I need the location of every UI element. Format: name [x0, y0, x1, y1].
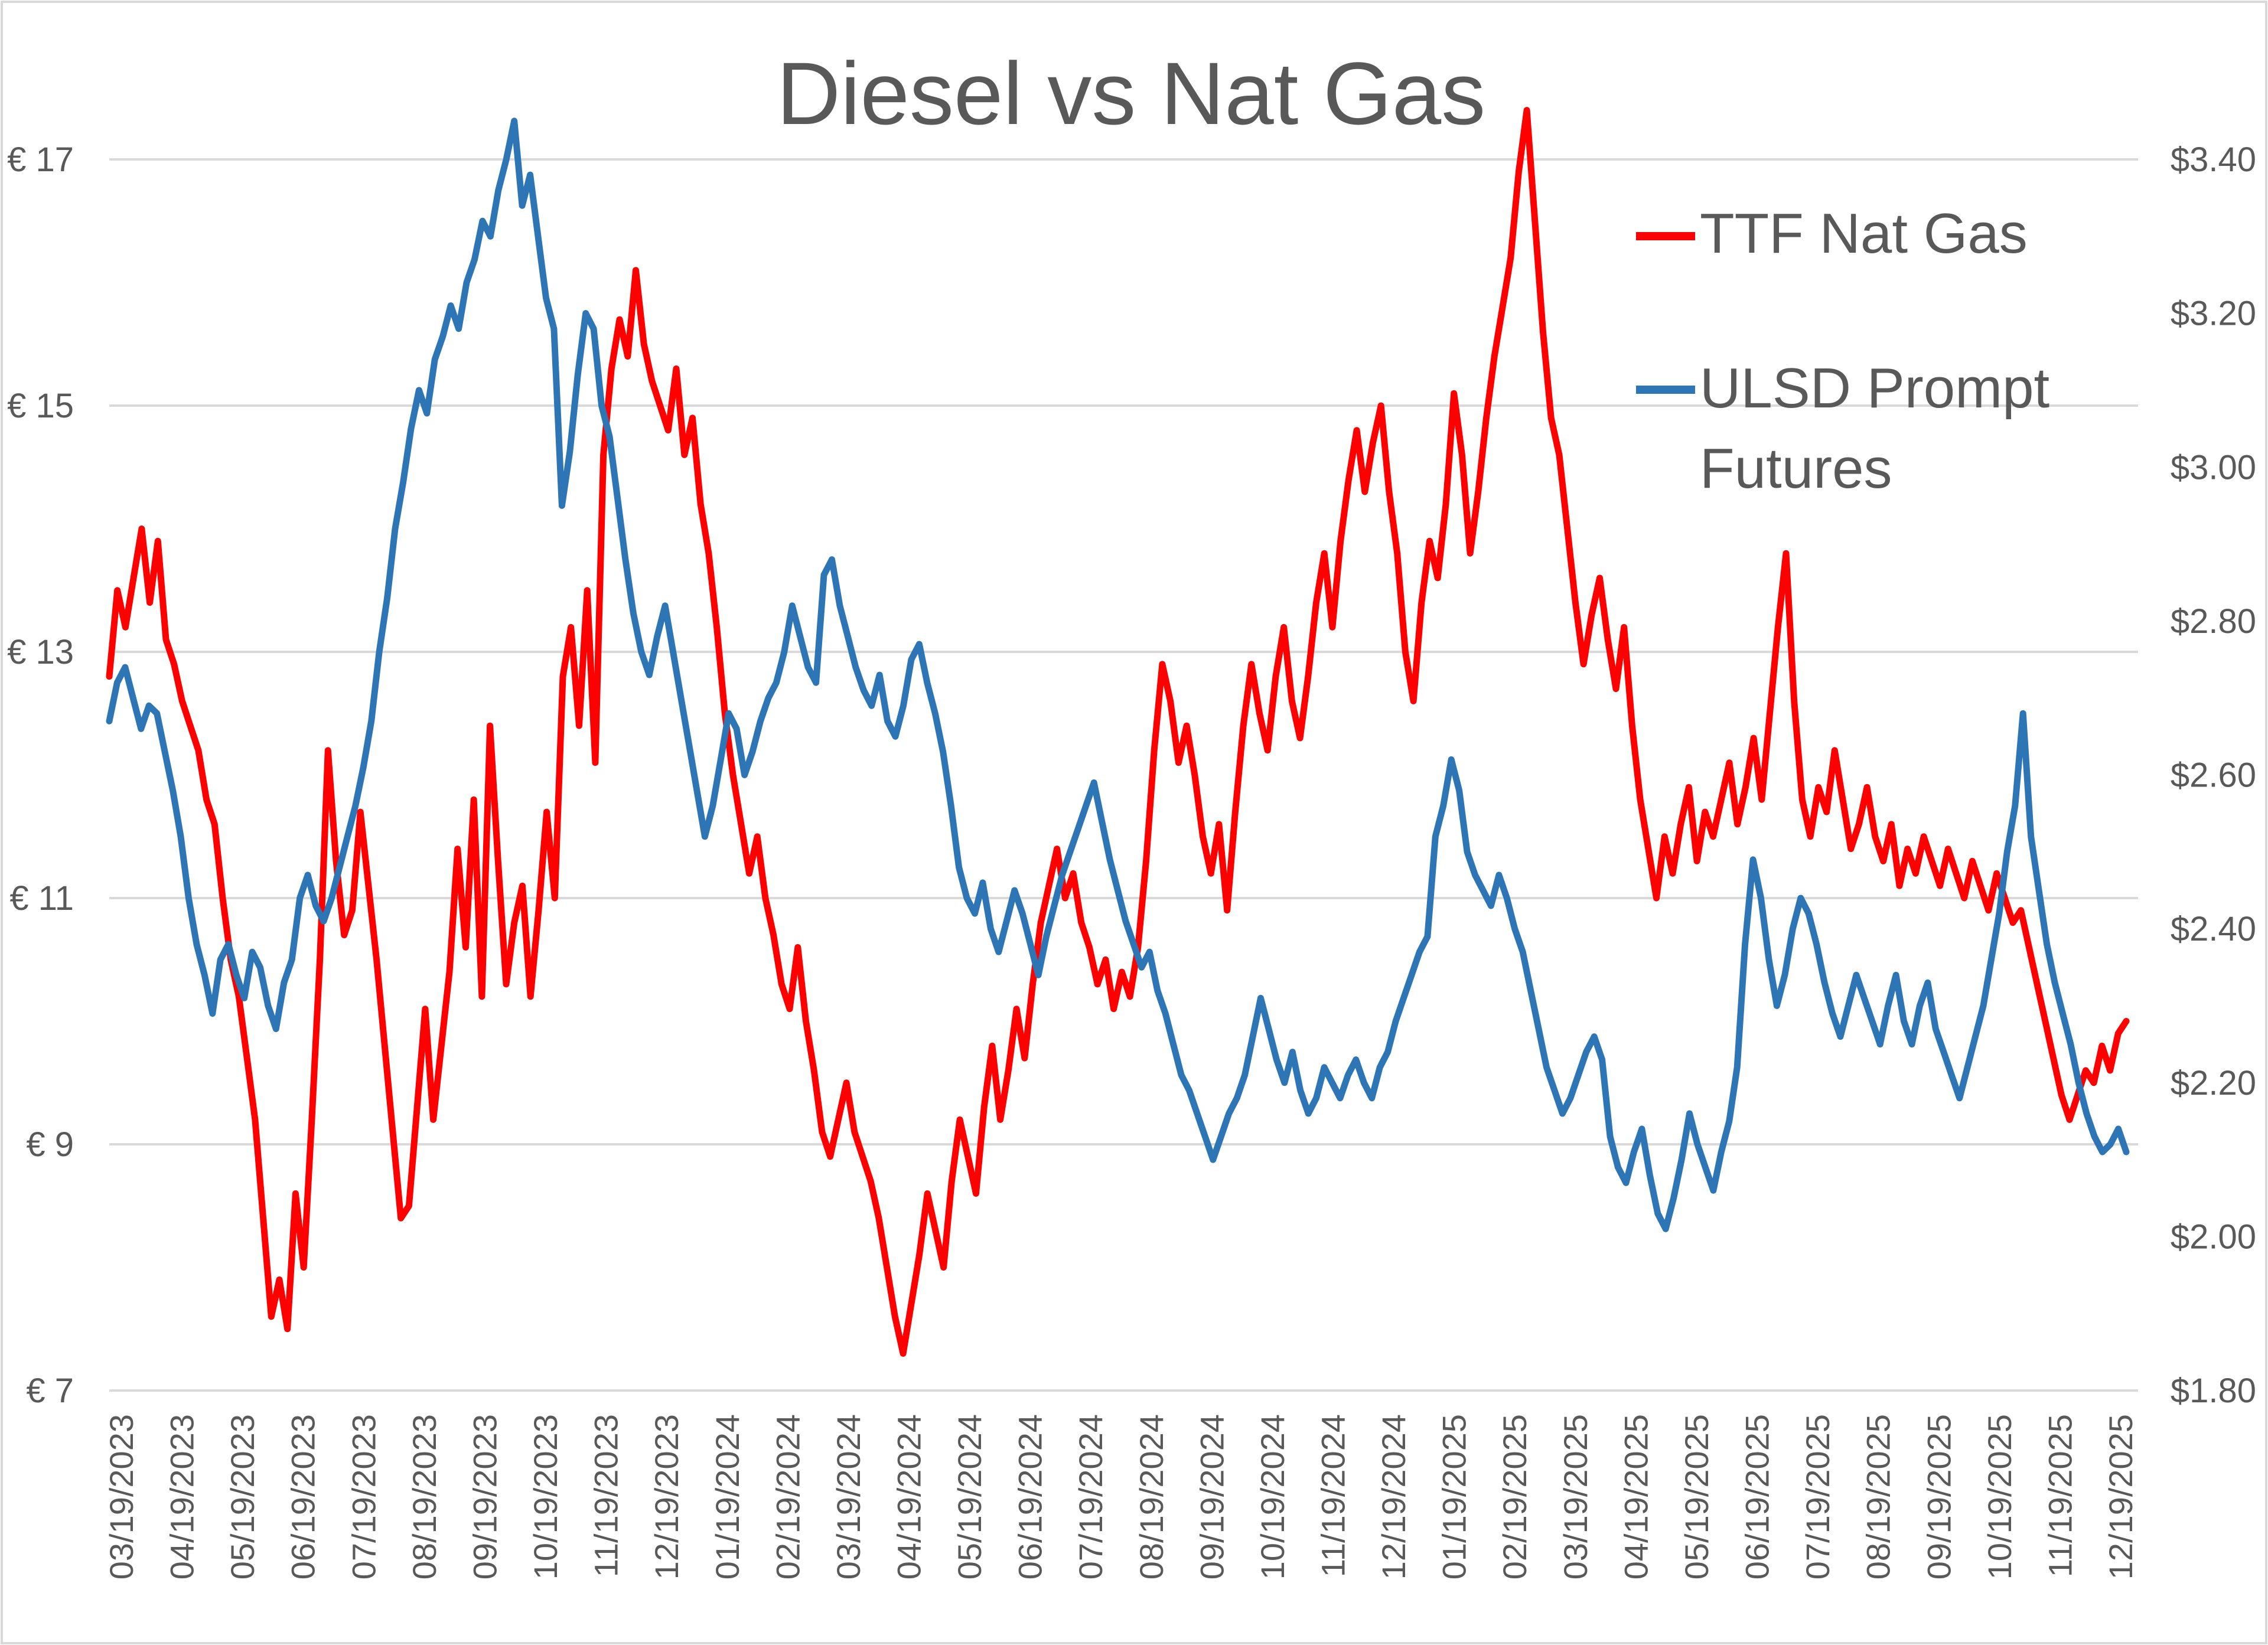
y-axis-right-labels: $1.80 $2.00 $2.20 $2.40 $2.60 $2.80 $3.00 $3.20…	[2171, 141, 2256, 1410]
legend-label-ulsd-line1: ULSD Prompt	[1700, 357, 2049, 420]
legend-label-ulsd: ULSD Prompt Futures	[1700, 357, 2065, 500]
x-tick-label: 08/19/2023	[406, 1414, 443, 1579]
x-tick-label: 06/19/2024	[1012, 1414, 1049, 1579]
x-tick-label: 11/19/2025	[2041, 1414, 2078, 1577]
x-tick-label: 05/19/2023	[224, 1414, 261, 1579]
x-tick-label: 04/19/2024	[890, 1414, 927, 1579]
x-tick-label: 01/19/2025	[1436, 1414, 1473, 1579]
y-left-tick-label: € 17	[7, 141, 74, 179]
x-tick-label: 10/19/2023	[527, 1414, 564, 1579]
x-tick-label: 11/19/2023	[588, 1414, 625, 1577]
x-tick-label: 05/19/2024	[951, 1414, 988, 1579]
x-tick-label: 08/19/2025	[1860, 1414, 1897, 1579]
x-tick-label: 07/19/2024	[1072, 1414, 1109, 1579]
x-tick-label: 08/19/2024	[1133, 1414, 1170, 1579]
x-tick-label: 03/19/2025	[1557, 1414, 1594, 1579]
x-tick-label: 09/19/2024	[1193, 1414, 1230, 1579]
x-tick-label: 06/19/2023	[285, 1414, 322, 1579]
y-right-tick-label: $3.20	[2171, 295, 2256, 333]
x-tick-label: 02/19/2024	[769, 1414, 806, 1579]
y-right-tick-label: $2.40	[2171, 910, 2256, 948]
x-tick-label: 07/19/2025	[1799, 1414, 1836, 1579]
x-tick-label: 10/19/2025	[1981, 1414, 2018, 1579]
y-right-tick-label: $2.60	[2171, 756, 2256, 795]
y-right-tick-label: $2.20	[2171, 1064, 2256, 1102]
y-left-tick-label: € 9	[26, 1125, 74, 1164]
legend-label-ulsd-line2: Futures	[1700, 437, 1892, 500]
x-tick-label: 12/19/2023	[648, 1414, 685, 1579]
y-left-tick-label: € 13	[7, 633, 74, 671]
legend-label-ttf: TTF Nat Gas	[1700, 202, 2028, 265]
x-tick-label: 03/19/2024	[830, 1414, 867, 1579]
x-tick-label: 12/19/2024	[1375, 1414, 1412, 1579]
x-axis-labels: 03/19/2023 04/19/2023 05/19/2023 06/19/2023…	[103, 1414, 2139, 1579]
x-tick-label: 02/19/2025	[1496, 1414, 1533, 1579]
y-right-tick-label: $2.00	[2171, 1218, 2256, 1256]
x-tick-label: 10/19/2024	[1254, 1414, 1291, 1579]
x-tick-label: 04/19/2023	[164, 1414, 201, 1579]
x-tick-label: 01/19/2024	[709, 1414, 746, 1579]
series-layer	[106, 107, 2130, 1357]
y-right-tick-label: $3.40	[2171, 141, 2256, 179]
x-tick-label: 09/19/2023	[466, 1414, 503, 1579]
gridlines	[109, 158, 2138, 1392]
x-tick-label: 04/19/2025	[1617, 1414, 1654, 1579]
series-line-ulsd-prompt-futures	[106, 117, 2130, 1232]
legend: TTF Nat Gas ULSD Prompt Futures	[1636, 202, 2065, 500]
x-tick-label: 07/19/2023	[345, 1414, 382, 1579]
y-left-tick-label: € 15	[7, 387, 74, 425]
x-tick-label: 06/19/2025	[1739, 1414, 1776, 1579]
y-left-tick-label: € 7	[26, 1372, 74, 1410]
y-right-tick-label: $3.00	[2171, 448, 2256, 487]
x-tick-label: 12/19/2025	[2102, 1414, 2139, 1579]
chart-title: Diesel vs Nat Gas	[777, 44, 1485, 143]
x-tick-label: 11/19/2024	[1315, 1414, 1352, 1577]
series-line-ttf-nat-gas	[106, 107, 2130, 1357]
x-tick-label: 05/19/2025	[1678, 1414, 1715, 1579]
y-right-tick-label: $1.80	[2171, 1372, 2256, 1410]
y-left-tick-label: € 11	[9, 879, 74, 918]
x-tick-label: 03/19/2023	[103, 1414, 140, 1579]
y-right-tick-label: $2.80	[2171, 602, 2256, 641]
x-tick-label: 09/19/2025	[1920, 1414, 1957, 1579]
y-axis-left-labels: € 7 € 9 € 11 € 13 € 15 € 17	[7, 141, 74, 1410]
